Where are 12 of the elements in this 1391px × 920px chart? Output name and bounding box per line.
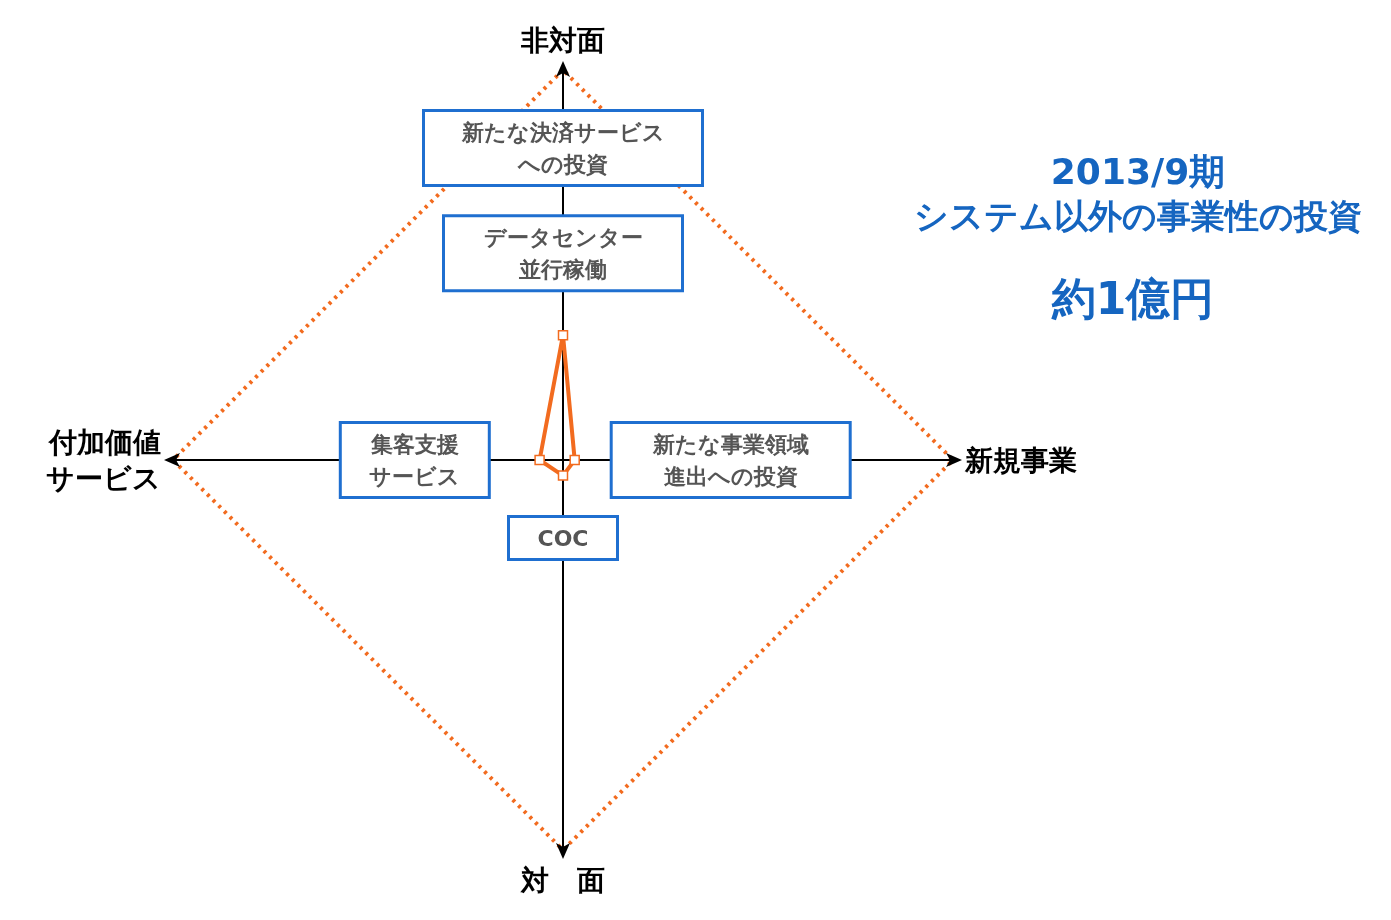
text: COC: [537, 525, 589, 551]
spoke-label: 新規事業: [964, 443, 1077, 477]
spoke-label: 付加価値サービス: [46, 425, 161, 495]
text: 2013/9期: [1050, 150, 1226, 192]
text: 新たな事業領域進出への投資: [652, 431, 809, 489]
text: 集客支援サービス: [369, 431, 461, 489]
text: 約1億円: [1050, 272, 1215, 324]
text: システム以外の事業性の投資: [914, 196, 1362, 236]
text: データセンター並行稼働: [483, 224, 643, 282]
spoke-label: 非対面: [520, 23, 605, 57]
spoke-label: 対 面: [520, 863, 605, 897]
text: 新たな決済サービスへの投資: [461, 119, 665, 177]
